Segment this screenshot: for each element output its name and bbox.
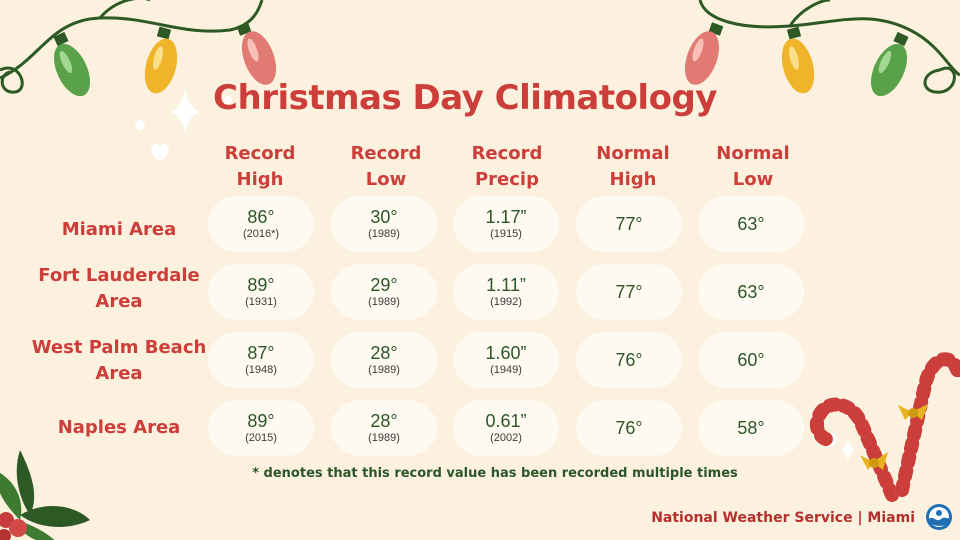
cell-normal-low: 58° <box>698 400 804 456</box>
cell-record-high: 89° (2015) <box>208 400 314 456</box>
cell-record-low: 29° (1989) <box>331 264 437 320</box>
row-label-line: Miami Area <box>61 219 177 240</box>
cell-record-high: 86° (2016*) <box>208 196 314 252</box>
cell-record-low: 28° (1989) <box>331 400 437 456</box>
row-label-line: Area <box>95 291 143 312</box>
credit-text: National Weather Service | Miami <box>651 510 915 526</box>
cell-year: (1989) <box>368 296 400 308</box>
column-header-record-high: Record High <box>200 141 320 193</box>
cell-record-low: 30° (1989) <box>331 196 437 252</box>
cell-normal-high: 77° <box>576 196 682 252</box>
cell-value: 89° <box>247 275 275 295</box>
cell-value: 89° <box>247 411 275 431</box>
cell-year: (1992) <box>490 296 522 308</box>
cell-normal-high: 76° <box>576 400 682 456</box>
cell-value: 86° <box>247 207 275 227</box>
cell-year: (1948) <box>245 364 277 376</box>
cell-value: 63° <box>737 282 765 302</box>
candy-canes <box>810 352 960 502</box>
string-lights-right <box>684 0 960 97</box>
cell-record-precip: 1.17” (1915) <box>453 196 559 252</box>
cell-value: 28° <box>370 411 398 431</box>
string-lights-left <box>0 0 277 97</box>
sparkle-dot <box>135 120 145 130</box>
row-label-line: Naples Area <box>57 417 181 438</box>
column-header-line: Precip <box>474 169 539 190</box>
cell-value: 29° <box>370 275 398 295</box>
column-header-record-precip: Record Precip <box>447 141 567 193</box>
column-header-line: Normal <box>716 143 790 164</box>
row-label-line: Fort Lauderdale <box>38 265 200 286</box>
cell-record-precip: 1.60” (1949) <box>453 332 559 388</box>
cell-value: 77° <box>615 282 643 302</box>
cell-record-high: 89° (1931) <box>208 264 314 320</box>
row-label-line: Area <box>95 363 143 384</box>
row-label-fort-lauderdale: Fort Lauderdale Area <box>30 263 208 315</box>
cell-value: 63° <box>737 214 765 234</box>
column-header-line: Record <box>471 143 543 164</box>
cell-value: 1.17” <box>485 207 527 227</box>
cell-normal-high: 77° <box>576 264 682 320</box>
cell-value: 28° <box>370 343 398 363</box>
cell-value: 0.61” <box>485 411 527 431</box>
row-label-line: West Palm Beach <box>31 337 207 358</box>
sparkle-icon <box>170 88 200 134</box>
column-header-line: High <box>236 169 284 190</box>
cell-value: 76° <box>615 418 643 438</box>
row-label-west-palm-beach: West Palm Beach Area <box>30 335 208 387</box>
footnote: * denotes that this record value has bee… <box>252 466 738 481</box>
column-header-line: Low <box>365 169 407 190</box>
cell-value: 77° <box>615 214 643 234</box>
cell-year: (2002) <box>490 432 522 444</box>
cell-normal-low: 60° <box>698 332 804 388</box>
heart-icon <box>151 144 169 162</box>
cell-year: (2016*) <box>242 228 280 240</box>
cell-value: 30° <box>370 207 398 227</box>
cell-year: (1989) <box>368 432 400 444</box>
cell-value: 1.11” <box>486 275 526 295</box>
column-header-line: Low <box>732 169 774 190</box>
row-label-miami: Miami Area <box>30 217 208 243</box>
cell-year: (2015) <box>245 432 277 444</box>
cell-record-high: 87° (1948) <box>208 332 314 388</box>
cell-normal-low: 63° <box>698 264 804 320</box>
column-header-line: Normal <box>596 143 670 164</box>
cell-value: 58° <box>737 418 765 438</box>
cell-value: 1.60” <box>485 343 527 363</box>
cell-value: 87° <box>247 343 275 363</box>
cell-year: (1915) <box>490 228 522 240</box>
cell-record-low: 28° (1989) <box>331 332 437 388</box>
page-title: Christmas Day Climatology <box>213 78 717 118</box>
cell-value: 76° <box>615 350 643 370</box>
holly-leaves <box>0 450 90 540</box>
cell-year: (1949) <box>490 364 522 376</box>
sparkle-dot <box>224 96 232 104</box>
column-header-line: Record <box>350 143 422 164</box>
cell-year: (1931) <box>245 296 277 308</box>
cell-record-precip: 1.11” (1992) <box>453 264 559 320</box>
cell-record-precip: 0.61” (2002) <box>453 400 559 456</box>
column-header-line: High <box>609 169 657 190</box>
column-header-record-low: Record Low <box>326 141 446 193</box>
column-header-normal-high: Normal High <box>573 141 693 193</box>
cell-value: 60° <box>737 350 765 370</box>
cell-year: (1989) <box>368 228 400 240</box>
cell-normal-low: 63° <box>698 196 804 252</box>
row-label-naples: Naples Area <box>30 415 208 441</box>
column-header-normal-low: Normal Low <box>693 141 813 193</box>
column-header-line: Record <box>224 143 296 164</box>
cell-normal-high: 76° <box>576 332 682 388</box>
noaa-logo <box>926 504 952 530</box>
cell-year: (1989) <box>368 364 400 376</box>
